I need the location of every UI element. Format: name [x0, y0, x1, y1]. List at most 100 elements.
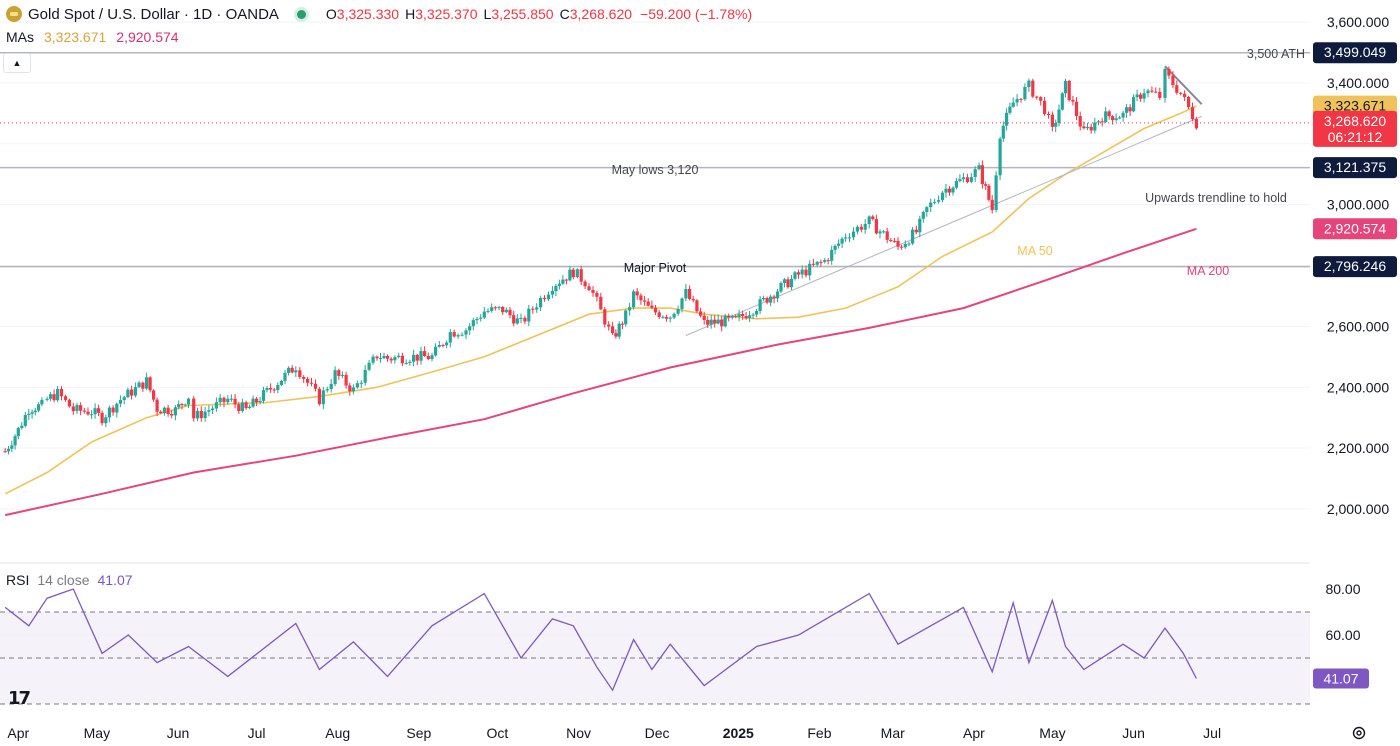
candle-body: [71, 406, 75, 412]
candle: [1078, 111, 1082, 131]
price-tick-label[interactable]: 3,400.000: [1327, 75, 1389, 91]
candle-body: [40, 399, 44, 405]
time-tick-label[interactable]: May: [1039, 725, 1065, 741]
price-tick-label[interactable]: 2,200.000: [1327, 440, 1389, 456]
candle-body: [13, 436, 17, 446]
candle-body: [1107, 111, 1111, 117]
candle-body: [378, 358, 383, 360]
candle-body: [639, 295, 643, 301]
candle: [643, 295, 647, 306]
candle: [977, 162, 981, 171]
ma200-legend-value: 2,920.574: [116, 29, 179, 45]
price-tick-label[interactable]: 2,000.000: [1327, 501, 1389, 517]
candle-body: [237, 404, 241, 411]
candle: [691, 295, 695, 303]
time-tick-label[interactable]: Oct: [487, 725, 509, 741]
time-tick-label[interactable]: Jun: [167, 725, 190, 741]
candle: [426, 352, 430, 361]
candle: [162, 406, 166, 416]
price-tick-label[interactable]: 3,000.000: [1327, 197, 1389, 213]
candle-body: [59, 388, 64, 397]
candle-body: [177, 404, 181, 408]
candle-body: [93, 408, 97, 415]
candle: [340, 371, 344, 379]
candle: [63, 394, 68, 402]
candle: [847, 233, 852, 243]
candle-body: [587, 286, 591, 290]
price-axis[interactable]: 3,600.000 3,400.000 3,000.000 2,600.000 2,40…: [1327, 14, 1389, 517]
candle: [653, 305, 658, 315]
candle-body: [782, 279, 787, 283]
candle-body: [1046, 114, 1051, 115]
candle: [298, 367, 302, 380]
candle: [1093, 117, 1097, 134]
time-tick-label[interactable]: Dec: [645, 725, 670, 741]
candle-body: [23, 415, 27, 426]
price-tag-label: 3,121.375: [1324, 159, 1386, 175]
candle: [456, 333, 460, 339]
candle-body: [969, 177, 973, 182]
candle: [371, 354, 375, 365]
ma-legend-label[interactable]: MAs: [6, 29, 34, 45]
candle: [23, 412, 27, 428]
time-tick-label[interactable]: May: [84, 725, 110, 741]
price-tick-label[interactable]: 3,600.000: [1327, 14, 1389, 30]
downward-trendline[interactable]: [1164, 65, 1203, 105]
gear-icon[interactable]: [1351, 725, 1367, 741]
candle: [990, 195, 994, 214]
candle: [702, 311, 706, 325]
candle: [90, 410, 94, 419]
candle-body: [464, 330, 468, 335]
candle-body: [1027, 80, 1031, 87]
candle-body: [325, 389, 329, 391]
candle-body: [375, 356, 379, 359]
candle: [727, 313, 731, 322]
candle: [914, 225, 918, 235]
time-tick-label[interactable]: Jul: [248, 725, 266, 741]
time-tick-label[interactable]: Sep: [406, 725, 431, 741]
candle: [1005, 108, 1009, 131]
time-tick-label[interactable]: Jun: [1122, 725, 1145, 741]
time-tick-label[interactable]: 2025: [723, 725, 754, 741]
candle: [737, 309, 741, 322]
candle-body: [512, 315, 516, 324]
time-tick-label[interactable]: Apr: [7, 725, 29, 741]
candle: [546, 291, 551, 302]
candle: [830, 245, 834, 265]
rsi-tick-label[interactable]: 80.00: [1325, 581, 1360, 597]
candle-body: [1190, 107, 1195, 120]
price-tick-label[interactable]: 2,600.000: [1327, 318, 1389, 334]
time-tick-label[interactable]: Mar: [881, 725, 905, 741]
candle-body: [86, 411, 90, 415]
candle-body: [1035, 96, 1039, 98]
candle: [730, 314, 734, 320]
symbol-title[interactable]: Gold Spot / U.S. Dollar · 1D · OANDA: [28, 5, 279, 23]
candle-body: [535, 307, 539, 310]
candle: [823, 258, 827, 264]
rsi-tick-label[interactable]: 60.00: [1325, 627, 1360, 643]
candle-body: [195, 411, 200, 419]
candle-body: [772, 296, 776, 299]
candle: [97, 404, 101, 417]
candle: [772, 294, 776, 304]
time-tick-label[interactable]: Nov: [566, 725, 591, 741]
time-tick-label[interactable]: Jul: [1203, 725, 1221, 741]
time-tick-label[interactable]: Apr: [963, 725, 985, 741]
candle: [706, 316, 710, 328]
candle: [486, 308, 490, 314]
rsi-axis[interactable]: 80.00 60.00 41.07: [1313, 581, 1369, 689]
time-axis[interactable]: Apr May Jun Jul Aug Sep Oct Nov Dec 2025 Feb Mar Apr…: [7, 725, 1221, 741]
collapse-legend-button[interactable]: ▲: [3, 53, 31, 73]
trendline-group[interactable]: [685, 65, 1203, 336]
rsi-legend-label[interactable]: RSI: [6, 572, 30, 588]
candle-body: [734, 315, 738, 317]
time-tick-label[interactable]: Feb: [807, 725, 831, 741]
upward-trendline[interactable]: [685, 115, 1202, 336]
tradingview-logo-icon[interactable]: 17: [8, 688, 31, 709]
time-tick-label[interactable]: Aug: [325, 725, 350, 741]
candle-body: [859, 226, 863, 230]
candle-body: [716, 319, 720, 324]
price-tick-label[interactable]: 2,400.000: [1327, 379, 1389, 395]
